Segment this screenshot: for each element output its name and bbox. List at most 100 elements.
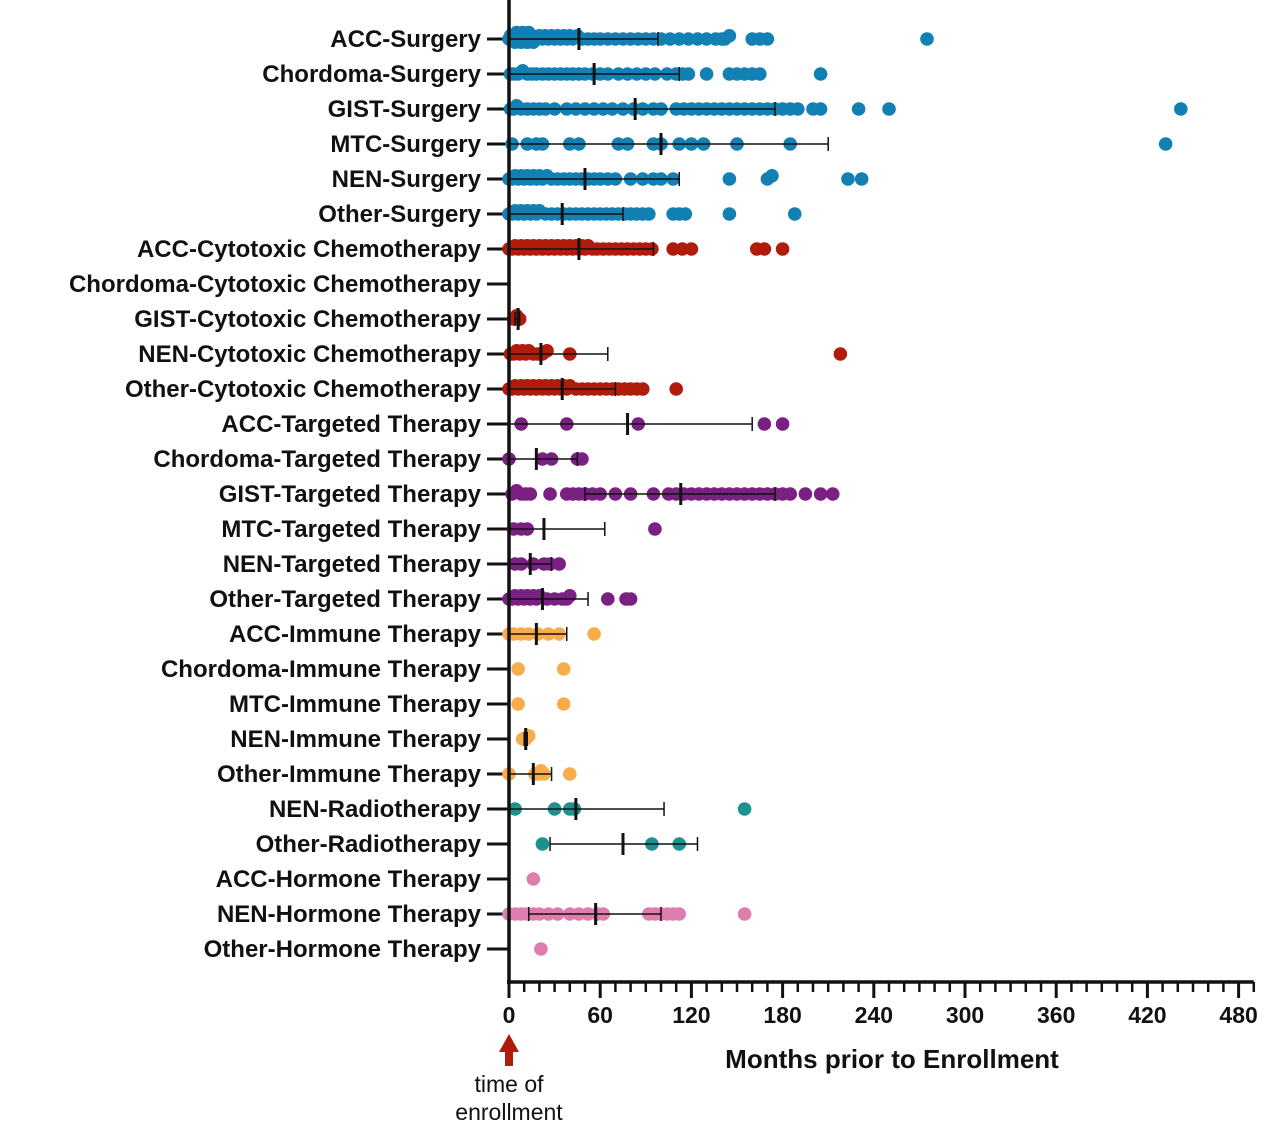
- category-label: GIST-Surgery: [328, 96, 482, 123]
- axes-group: 0 60 120 180 240 300 360 420 480: [503, 0, 1258, 1028]
- data-point: [825, 487, 840, 501]
- category-label: GIST-Targeted Therapy: [219, 481, 482, 508]
- category-label: ACC-Cytotoxic Chemotherapy: [137, 236, 482, 263]
- data-point: [511, 697, 525, 711]
- data-point: [575, 452, 589, 466]
- data-point: [920, 32, 934, 46]
- data-point: [787, 207, 802, 221]
- enrollment-arrow-icon: [499, 1034, 519, 1066]
- category-label: Other-Hormone Therapy: [204, 936, 482, 963]
- data-point: [678, 207, 693, 221]
- x-tick-label: 300: [946, 1002, 984, 1028]
- category-label: Other-Targeted Therapy: [209, 586, 481, 613]
- data-point: [535, 837, 550, 851]
- category-label: MTC-Immune Therapy: [229, 691, 482, 718]
- data-point: [757, 417, 772, 431]
- data-point: [684, 242, 699, 256]
- category-label: Chordoma-Targeted Therapy: [153, 446, 481, 473]
- data-point: [563, 589, 577, 603]
- stats-group: [508, 28, 829, 925]
- category-label: Chordoma-Surgery: [262, 61, 481, 88]
- data-point: [813, 487, 828, 501]
- x-tick-label: 0: [503, 1002, 516, 1028]
- data-point: [833, 347, 848, 361]
- data-point: [722, 172, 737, 186]
- category-label: MTC-Surgery: [330, 131, 481, 158]
- data-point: [563, 767, 577, 781]
- category-label: ACC-Surgery: [330, 26, 481, 53]
- category-label: NEN-Radiotherapy: [269, 796, 482, 823]
- data-point: [775, 417, 790, 431]
- data-point: [587, 627, 601, 641]
- data-point: [760, 32, 775, 46]
- x-tick-label: 180: [763, 1002, 801, 1028]
- category-label: NEN-Surgery: [332, 166, 482, 193]
- data-point: [556, 697, 571, 711]
- data-point: [669, 382, 683, 396]
- category-label: GIST-Cytotoxic Chemotherapy: [134, 306, 481, 333]
- data-point: [813, 102, 828, 116]
- category-label: Chordoma-Cytotoxic Chemotherapy: [69, 271, 482, 298]
- data-point: [635, 382, 650, 396]
- annotation-line-1: time of: [474, 1071, 544, 1097]
- data-point: [722, 207, 737, 221]
- data-point: [511, 662, 525, 676]
- x-tick-label: 240: [855, 1002, 893, 1028]
- category-label: NEN-Cytotoxic Chemotherapy: [138, 341, 481, 368]
- data-point: [722, 29, 737, 43]
- data-point: [765, 169, 779, 183]
- data-point: [783, 487, 797, 501]
- data-point: [601, 592, 615, 606]
- category-label: NEN-Hormone Therapy: [217, 901, 482, 928]
- data-point: [672, 907, 687, 921]
- x-tick-label: 420: [1128, 1002, 1166, 1028]
- x-tick-label: 360: [1037, 1002, 1075, 1028]
- data-point: [775, 242, 790, 256]
- category-label: NEN-Targeted Therapy: [223, 551, 482, 578]
- data-point: [523, 487, 538, 501]
- data-point: [552, 557, 566, 571]
- x-tick-label: 480: [1219, 1002, 1257, 1028]
- data-point: [1158, 137, 1173, 151]
- data-point: [623, 592, 638, 606]
- data-point: [791, 102, 805, 116]
- data-point: [543, 487, 557, 501]
- x-axis-title: Months prior to Enrollment: [725, 1044, 1059, 1074]
- points-group: [502, 25, 1188, 956]
- data-point: [854, 172, 869, 186]
- row-group: ACC-Surgery Chordoma-Surgery GIST-Surgery M…: [69, 26, 509, 963]
- category-label: Other-Cytotoxic Chemotherapy: [125, 376, 482, 403]
- data-point: [798, 487, 813, 501]
- data-point: [841, 172, 855, 186]
- data-point: [737, 907, 752, 921]
- data-point: [882, 102, 896, 116]
- data-point: [526, 872, 541, 886]
- data-point: [813, 67, 828, 81]
- data-point: [757, 242, 772, 256]
- annotation-line-2: enrollment: [455, 1099, 563, 1125]
- x-tick-label: 120: [672, 1002, 710, 1028]
- category-label: ACC-Targeted Therapy: [221, 411, 481, 438]
- data-point: [851, 102, 866, 116]
- data-point: [534, 942, 548, 956]
- category-label: ACC-Hormone Therapy: [216, 866, 482, 893]
- data-point: [556, 662, 571, 676]
- category-label: Chordoma-Immune Therapy: [161, 656, 482, 683]
- category-label: Other-Radiotherapy: [256, 831, 482, 858]
- category-label: Other-Surgery: [318, 201, 481, 228]
- data-point: [753, 67, 767, 81]
- annotation-group: time of enrollment: [455, 1034, 563, 1125]
- category-label: Other-Immune Therapy: [217, 761, 482, 788]
- category-label: MTC-Targeted Therapy: [221, 516, 481, 543]
- category-label: ACC-Immune Therapy: [229, 621, 482, 648]
- data-point: [681, 67, 696, 81]
- data-point: [648, 522, 662, 536]
- data-point: [1174, 102, 1188, 116]
- data-point: [642, 207, 656, 221]
- data-point: [737, 802, 752, 816]
- data-point: [699, 67, 714, 81]
- x-tick-label: 60: [587, 1002, 613, 1028]
- category-label: NEN-Immune Therapy: [230, 726, 481, 753]
